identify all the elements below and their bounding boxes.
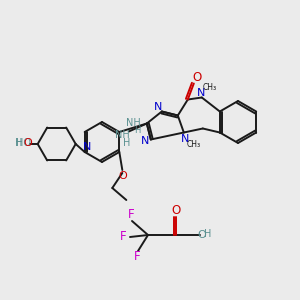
Text: O: O xyxy=(198,230,206,240)
Text: F: F xyxy=(134,250,140,263)
Text: H: H xyxy=(134,126,140,135)
Text: N: N xyxy=(154,103,162,112)
Text: NH: NH xyxy=(126,118,140,128)
Text: CH₃: CH₃ xyxy=(203,83,217,92)
Text: N: N xyxy=(141,136,149,146)
Text: F: F xyxy=(120,230,126,244)
Text: H: H xyxy=(123,139,130,148)
Text: HO: HO xyxy=(16,138,31,148)
Text: O: O xyxy=(192,71,201,84)
Text: H: H xyxy=(204,229,212,239)
Text: O: O xyxy=(171,205,181,218)
Text: N: N xyxy=(181,134,189,143)
Text: N: N xyxy=(82,142,91,152)
Text: CH₃: CH₃ xyxy=(187,140,201,149)
Text: F: F xyxy=(128,208,134,221)
Text: NH: NH xyxy=(116,130,130,140)
Text: H: H xyxy=(15,138,22,148)
Text: O: O xyxy=(118,171,127,181)
Text: N: N xyxy=(196,88,205,98)
Text: O: O xyxy=(23,138,32,148)
